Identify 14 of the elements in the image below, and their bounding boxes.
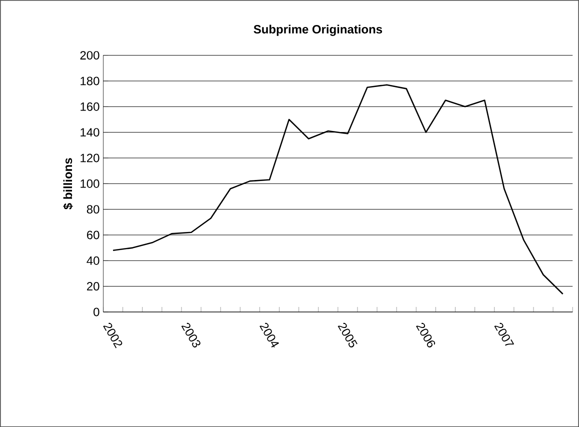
y-tick-label: 200: [80, 50, 100, 60]
line-series: [112, 84, 564, 295]
y-tick-label: 0: [94, 308, 100, 316]
y-tick-label: 100: [80, 179, 100, 188]
chart-title: Subprime Originations: [254, 24, 382, 36]
y-tick-label: 20: [87, 282, 100, 290]
y-tick-label: 160: [80, 102, 100, 111]
y-tick-label: 40: [86, 256, 100, 265]
y-tick-label: 60: [87, 230, 100, 240]
y-tick-label: 180: [80, 76, 100, 86]
y-tick-label: 140: [80, 128, 100, 136]
y-axis-title: $ billions: [63, 158, 73, 210]
y-tick-label: 80: [86, 204, 100, 214]
y-tick-label: 120: [80, 154, 100, 162]
